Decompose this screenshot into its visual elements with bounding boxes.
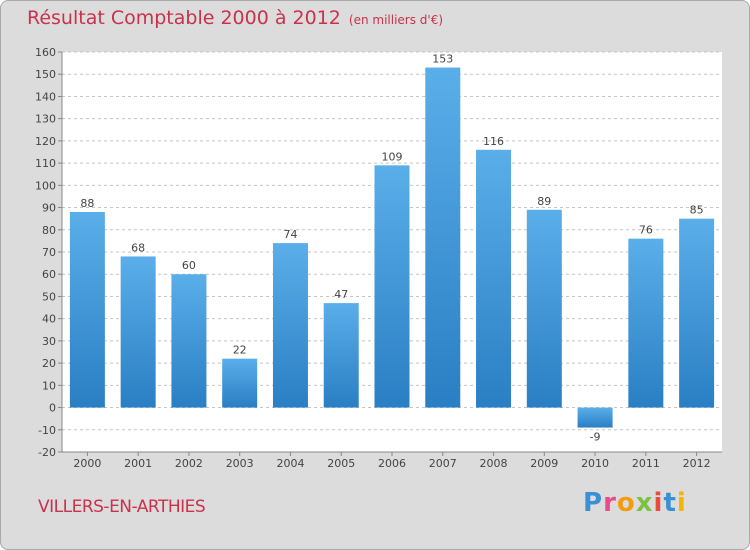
x-tick-label: 2011 — [632, 457, 660, 470]
value-label: 22 — [233, 344, 247, 357]
chart-title: Résultat Comptable 2000 à 2012 — [27, 7, 341, 29]
y-tick-label: -10 — [38, 424, 56, 437]
bar-2010[interactable] — [577, 407, 613, 428]
bar-2005[interactable] — [323, 303, 359, 408]
x-tick-label: 2012 — [683, 457, 711, 470]
x-tick-label: 2006 — [378, 457, 406, 470]
value-label: 88 — [80, 197, 94, 210]
y-axis: -20 -10 0 10 20 30 40 50 60 70 80 90 100 110 120 130 140… — [35, 46, 63, 459]
bar-2003[interactable] — [222, 358, 258, 408]
value-label: 47 — [334, 288, 348, 301]
y-tick-label: 110 — [35, 157, 56, 170]
bar-2008[interactable] — [476, 149, 512, 408]
value-label: 109 — [382, 150, 403, 163]
y-tick-label: 100 — [35, 179, 56, 192]
proxiti-logo[interactable]: Proxiti — [583, 488, 687, 518]
x-tick-label: 2002 — [175, 457, 203, 470]
bar-2012[interactable] — [679, 218, 715, 408]
bar-2004[interactable] — [272, 243, 308, 408]
y-tick-label: 120 — [35, 135, 56, 148]
x-tick-label: 2003 — [226, 457, 254, 470]
y-tick-label: 80 — [42, 224, 56, 237]
value-label: -9 — [590, 431, 601, 444]
x-tick-label: 2007 — [429, 457, 457, 470]
y-tick-label: 0 — [49, 402, 56, 415]
y-tick-label: 60 — [42, 268, 56, 281]
bar-2001[interactable] — [120, 256, 156, 408]
y-tick-label: 20 — [42, 357, 56, 370]
x-axis: 2000 2001 2002 2003 2004 2005 2006 2007 2008 2009… — [62, 451, 722, 470]
y-tick-label: 140 — [35, 90, 56, 103]
y-tick-label: 10 — [42, 379, 56, 392]
value-label: 60 — [182, 259, 196, 272]
bar-2007[interactable] — [425, 67, 461, 408]
x-tick-label: 2000 — [73, 457, 101, 470]
bar-2009[interactable] — [526, 209, 562, 408]
commune-name: VILLERS-EN-ARTHIES — [38, 497, 206, 517]
value-label: 116 — [483, 135, 504, 148]
x-tick-label: 2001 — [124, 457, 152, 470]
bar-2000[interactable] — [69, 212, 105, 408]
y-tick-label: 150 — [35, 68, 56, 81]
bar-2002[interactable] — [171, 274, 207, 408]
y-tick-label: -20 — [38, 446, 56, 459]
bar-2006[interactable] — [374, 165, 410, 408]
value-label: 153 — [432, 53, 453, 66]
y-tick-label: 160 — [35, 46, 56, 59]
value-label: 74 — [283, 228, 297, 241]
bar-2011[interactable] — [628, 238, 664, 408]
y-tick-label: 50 — [42, 290, 56, 303]
title-row: Résultat Comptable 2000 à 2012 (en millie… — [27, 7, 443, 29]
x-tick-label: 2010 — [581, 457, 609, 470]
y-tick-label: 70 — [42, 246, 56, 259]
value-label: 85 — [690, 204, 704, 217]
x-tick-label: 2009 — [530, 457, 558, 470]
x-tick-label: 2004 — [276, 457, 304, 470]
chart-subtitle: (en milliers d'€) — [348, 13, 444, 27]
value-label: 89 — [537, 195, 551, 208]
value-label: 68 — [131, 241, 145, 254]
y-tick-label: 40 — [42, 313, 56, 326]
x-tick-label: 2005 — [327, 457, 355, 470]
bars: 88 68 60 22 74 47 109 153 116 89 -9 76 85 — [69, 53, 715, 444]
y-tick-label: 130 — [35, 113, 56, 126]
value-label: 76 — [639, 224, 653, 237]
y-tick-label: 90 — [42, 202, 56, 215]
y-tick-label: 30 — [42, 335, 56, 348]
x-tick-label: 2008 — [480, 457, 508, 470]
